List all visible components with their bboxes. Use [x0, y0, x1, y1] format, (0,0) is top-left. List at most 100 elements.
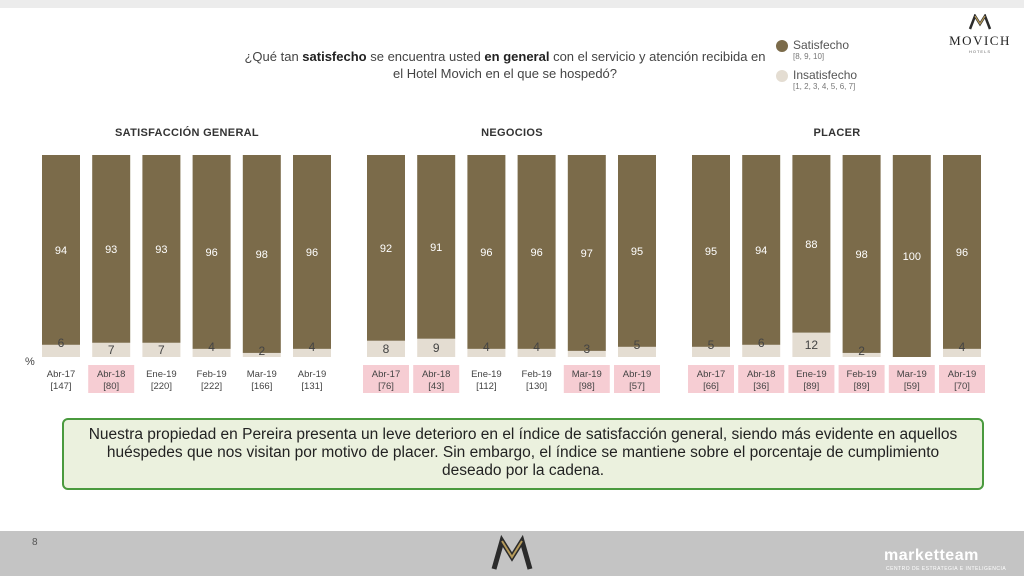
- bar-satisfied: [567, 155, 606, 351]
- sample-base-label: [112]: [476, 381, 496, 392]
- data-label-satisfied: 91: [430, 242, 442, 254]
- data-label-satisfied: 96: [480, 247, 492, 259]
- bar-satisfied: [517, 155, 556, 349]
- legend-item-unsatisfied: Insatisfecho [1, 2, 3, 4, 5, 6, 7]: [776, 68, 916, 92]
- data-label-unsatisfied: 4: [309, 340, 316, 354]
- category-highlight: [788, 365, 835, 393]
- sample-base-label: [59]: [904, 381, 920, 392]
- data-label-satisfied: 98: [855, 249, 867, 261]
- category-label: Mar-19: [897, 369, 927, 380]
- bar-satisfied: [42, 155, 80, 345]
- category-highlight: [413, 365, 460, 393]
- legend-swatch-satisfied: [776, 40, 788, 52]
- bar-unsatisfied: [618, 346, 656, 357]
- bar-satisfied: [242, 155, 281, 353]
- bar-satisfied: [943, 155, 981, 349]
- category-label: Abr-19: [623, 369, 652, 380]
- legend-label: Satisfecho: [793, 38, 850, 52]
- bar-satisfied: [293, 155, 331, 349]
- category-highlight: [363, 365, 409, 393]
- category-label: Mar-19: [247, 369, 277, 380]
- data-label-satisfied: 97: [581, 248, 593, 260]
- brand-mark-icon: [968, 13, 992, 30]
- bar-satisfied: [142, 155, 181, 343]
- category-label: Abr-19: [298, 369, 327, 380]
- data-label-unsatisfied: 4: [959, 340, 966, 354]
- category-label: Ene-19: [146, 369, 177, 380]
- data-label-unsatisfied: 3: [583, 342, 590, 356]
- sample-base-label: [70]: [954, 381, 970, 392]
- legend-sub: [8, 9, 10]: [793, 52, 825, 61]
- bar-satisfied: [692, 155, 730, 347]
- sample-base-label: [130]: [526, 381, 547, 392]
- data-label-satisfied: 95: [705, 246, 717, 258]
- sample-base-label: [166]: [251, 381, 272, 392]
- bar-satisfied: [417, 155, 456, 339]
- data-label-unsatisfied: 12: [805, 338, 819, 352]
- bar-satisfied: [192, 155, 231, 349]
- page-number: 8: [32, 537, 38, 548]
- question-text: ¿Qué tan satisfecho se encuentra usted e…: [244, 49, 766, 81]
- data-label-unsatisfied: 7: [108, 343, 115, 357]
- category-label: Ene-19: [796, 369, 827, 380]
- data-label-satisfied: 88: [805, 239, 817, 251]
- footer-brand-icon: [491, 534, 533, 570]
- category-highlight: [88, 365, 135, 393]
- category-label: Mar-19: [572, 369, 602, 380]
- bar-satisfied: [367, 155, 405, 341]
- percent-label: %: [25, 356, 35, 368]
- category-label: Feb-19: [522, 369, 552, 380]
- category-label: Ene-19: [471, 369, 502, 380]
- bar-satisfied: [792, 155, 831, 333]
- sample-base-label: [89]: [803, 381, 819, 392]
- data-label-unsatisfied: 7: [158, 343, 165, 357]
- data-label-unsatisfied: 8: [383, 342, 390, 356]
- brand-logo: MOVICH HOTELS: [944, 13, 1016, 54]
- data-label-unsatisfied: 4: [208, 340, 215, 354]
- data-label-satisfied: 94: [55, 245, 67, 257]
- sample-base-label: [220]: [151, 381, 172, 392]
- sample-base-label: [222]: [201, 381, 222, 392]
- category-highlight: [738, 365, 785, 393]
- bar-unsatisfied: [417, 338, 456, 357]
- bar-unsatisfied: [242, 352, 281, 357]
- bar-unsatisfied: [517, 348, 556, 357]
- category-highlight: [838, 365, 885, 393]
- data-label-satisfied: 96: [956, 247, 968, 259]
- chart-title-business: NEGOCIOS: [481, 127, 543, 139]
- sample-base-label: [36]: [753, 381, 769, 392]
- bar-unsatisfied: [467, 348, 506, 357]
- legend: Satisfecho [8, 9, 10] Insatisfecho [1, 2…: [776, 38, 916, 98]
- footer-logo: [484, 531, 540, 576]
- footer-brand-sub: CENTRO DE ESTRATEGIA E INTELIGENCIA: [886, 566, 1007, 572]
- category-label: Abr-18: [747, 369, 776, 380]
- sample-base-label: [98]: [579, 381, 595, 392]
- bar-unsatisfied: [943, 348, 981, 357]
- data-label-unsatisfied: 4: [533, 340, 540, 354]
- bar-unsatisfied: [567, 350, 606, 357]
- top-bar: [0, 0, 1024, 8]
- bar-unsatisfied: [42, 344, 80, 357]
- data-label-unsatisfied: 6: [758, 336, 765, 350]
- category-highlight: [888, 365, 935, 393]
- sample-base-label: [89]: [854, 381, 870, 392]
- sample-base-label: [57]: [629, 381, 645, 392]
- legend-item-satisfied: Satisfecho [8, 9, 10]: [776, 38, 916, 62]
- bar-charts: 946Abr-17[147]937Abr-18[80]937Ene-19[220…: [42, 155, 985, 393]
- bar-unsatisfied: [742, 344, 781, 357]
- data-label-unsatisfied: 4: [483, 340, 490, 354]
- bar-unsatisfied: [792, 332, 831, 357]
- data-label-unsatisfied: 9: [433, 341, 440, 355]
- summary-note: Nuestra propiedad en Pereira presenta un…: [62, 418, 984, 490]
- data-label-satisfied: 94: [755, 245, 767, 257]
- bar-unsatisfied: [692, 346, 730, 357]
- data-label-satisfied: 98: [256, 249, 268, 261]
- sample-base-label: [147]: [50, 381, 71, 392]
- data-label-unsatisfied: 5: [634, 338, 641, 352]
- category-label: Feb-19: [197, 369, 227, 380]
- sample-base-label: [43]: [428, 381, 444, 392]
- sample-base-label: [80]: [103, 381, 119, 392]
- data-label-satisfied: 93: [155, 244, 167, 256]
- category-highlight: [614, 365, 660, 393]
- category-label: Abr-18: [97, 369, 126, 380]
